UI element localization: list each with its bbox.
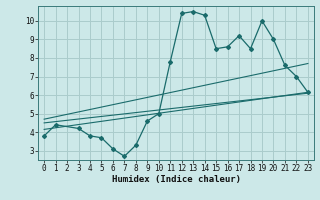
X-axis label: Humidex (Indice chaleur): Humidex (Indice chaleur): [111, 175, 241, 184]
